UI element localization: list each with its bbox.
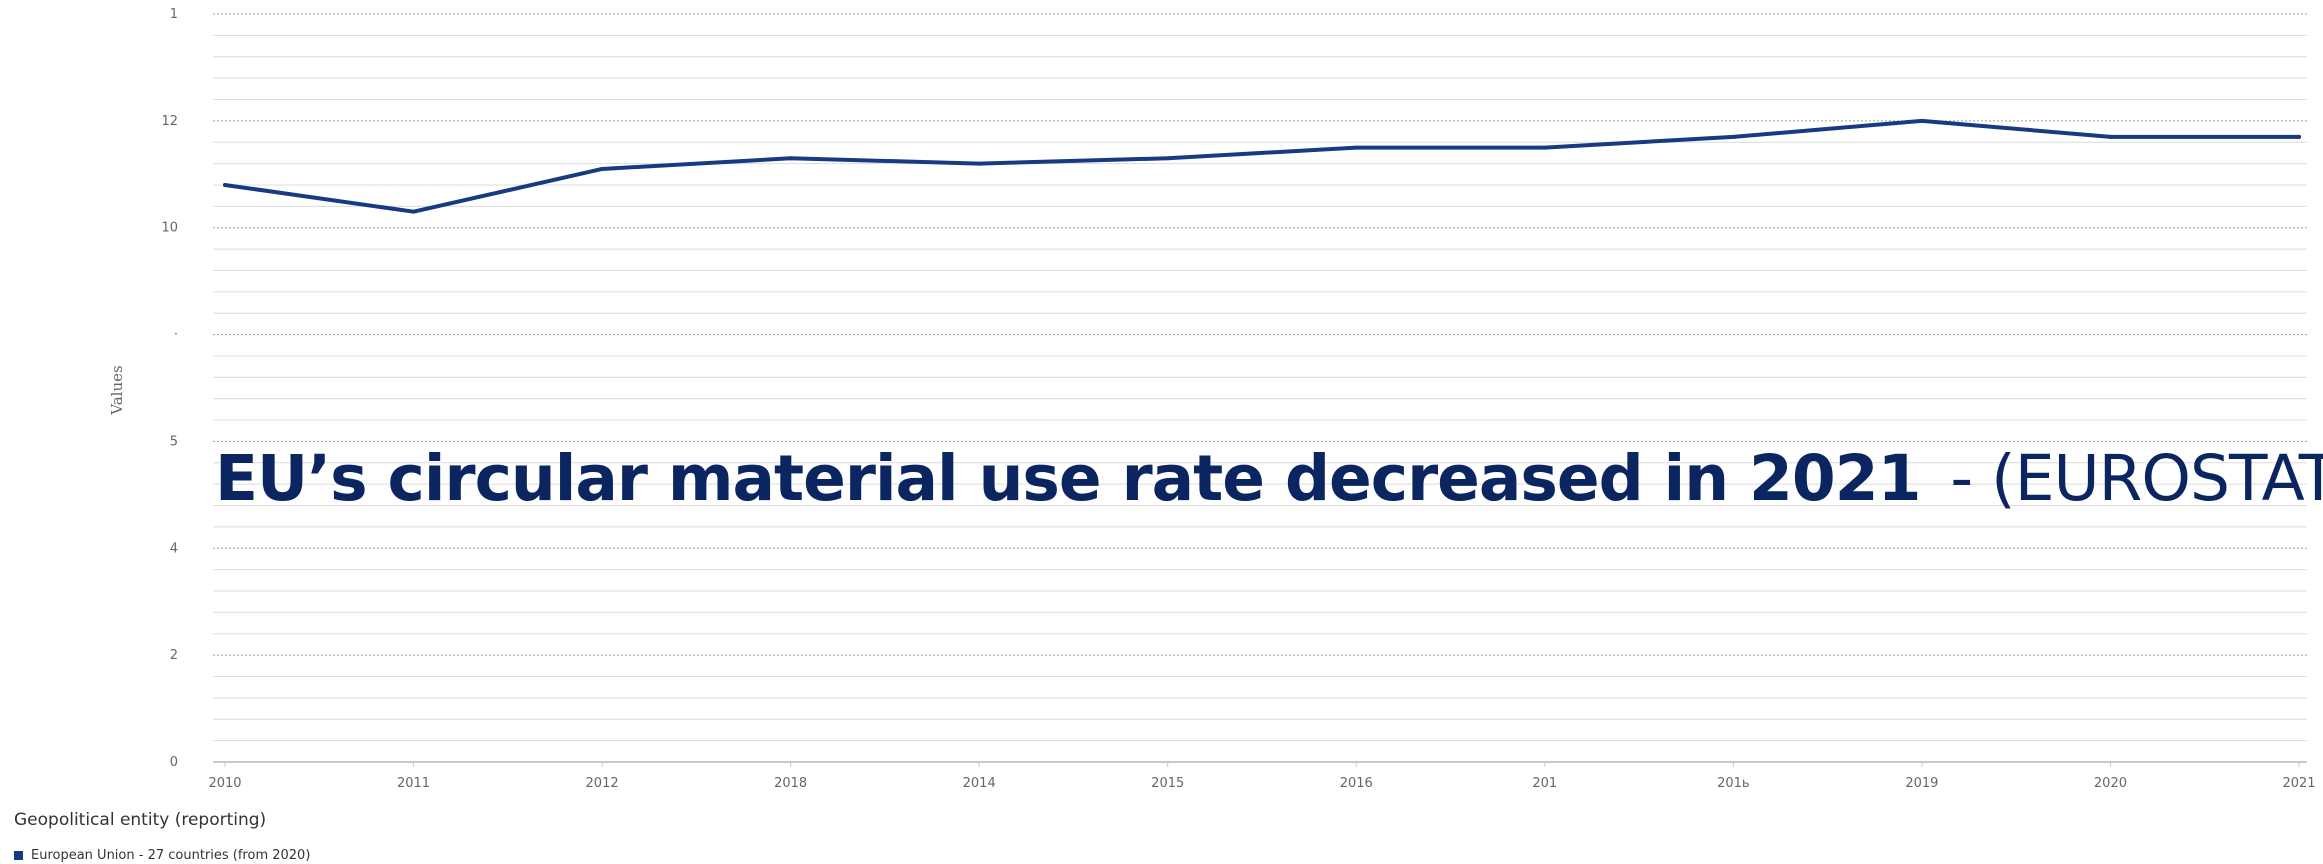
y-tick-label: 10 — [161, 221, 178, 236]
y-tick-label: 5 — [170, 434, 178, 449]
x-tick-label: 2015 — [1151, 776, 1184, 791]
x-tick-label: 2014 — [963, 776, 996, 791]
legend-item-label: European Union - 27 countries (from 2020… — [31, 848, 311, 863]
series-group — [223, 118, 2301, 214]
x-tick-label: 2012 — [586, 776, 619, 791]
y-axis-label: Values — [108, 365, 126, 415]
y-tick-label: 0 — [170, 755, 178, 770]
series-line — [223, 118, 2301, 214]
y-axis-ticks: 0 2 4 5 · 10 12 1 — [161, 7, 178, 770]
x-tick-label: 2021 — [2282, 776, 2315, 791]
x-tick-label: 2011 — [397, 776, 430, 791]
x-tick-label: 2020 — [2094, 776, 2127, 791]
x-tick-label: 201 — [1532, 776, 1557, 791]
data-point — [1354, 145, 1359, 150]
data-point — [2108, 134, 2113, 139]
legend-swatch — [14, 851, 23, 860]
data-point — [788, 156, 793, 161]
x-tick-label: 201ь — [1717, 776, 1749, 791]
data-point — [223, 182, 227, 187]
data-point — [1919, 118, 1924, 123]
x-tick-label: 2019 — [1905, 776, 1938, 791]
x-tick-label: 2018 — [774, 776, 807, 791]
data-point — [1165, 156, 1170, 161]
headline-source: - (EUROSTAT) — [1950, 442, 2323, 515]
major-grid — [213, 13, 2307, 763]
x-tick-label: 2016 — [1340, 776, 1373, 791]
y-tick-label: · — [174, 328, 178, 343]
legend-item[interactable]: European Union - 27 countries (from 2020… — [14, 848, 310, 863]
x-tick-label: 2010 — [208, 776, 241, 791]
legend-title: Geopolitical entity (reporting) — [14, 810, 267, 830]
data-point — [1731, 134, 1736, 139]
headline-main: EU’s circular material use rate decrease… — [215, 442, 1921, 515]
data-point — [1542, 145, 1547, 150]
y-tick-label: 2 — [170, 648, 178, 663]
y-tick-label: 4 — [170, 541, 178, 556]
data-point — [2297, 134, 2301, 139]
data-point — [600, 166, 605, 171]
minor-grid — [213, 34, 2307, 742]
data-point — [411, 209, 416, 214]
y-tick-label: 12 — [161, 114, 178, 129]
data-point — [977, 161, 982, 166]
x-axis-ticks: 2010 2011 2012 2018 2014 2015 2016 201 201ь 2019 2… — [208, 762, 2316, 791]
y-tick-label: 1 — [170, 7, 178, 22]
headline: EU’s circular material use rate decrease… — [215, 447, 2323, 510]
